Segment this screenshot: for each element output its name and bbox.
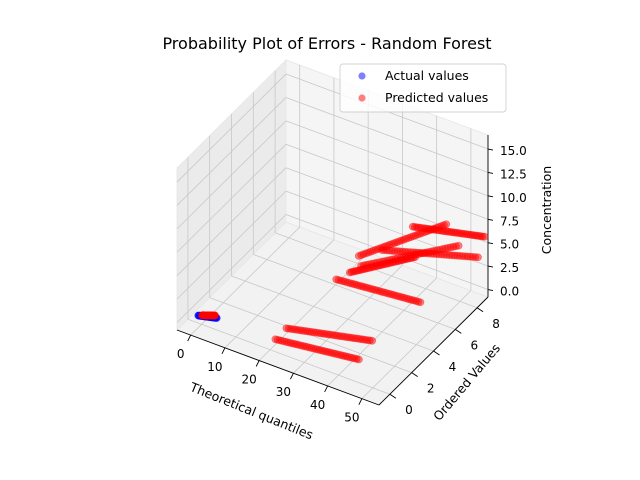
z-tick-mark bbox=[487, 265, 494, 268]
grid-y-floor bbox=[274, 232, 478, 309]
z-axis-label: Concentration bbox=[539, 166, 554, 254]
y-tick-mark bbox=[455, 329, 462, 334]
legend: Actual values Predicted values bbox=[339, 63, 507, 113]
z-tick-mark bbox=[487, 242, 494, 245]
x-tick-label: 0 bbox=[177, 347, 185, 361]
data-point bbox=[442, 220, 451, 229]
legend-box bbox=[339, 63, 507, 113]
data-point bbox=[411, 253, 420, 261]
y-tick-mark bbox=[411, 372, 418, 377]
y-tick-mark bbox=[433, 350, 440, 356]
y-axis-label: Ordered Values bbox=[430, 341, 503, 424]
grid-y-floor bbox=[187, 318, 391, 395]
x-tick-mark bbox=[255, 360, 260, 367]
data-point bbox=[416, 298, 425, 307]
x-tick-label: 20 bbox=[242, 373, 257, 387]
x-tick-label: 50 bbox=[344, 411, 359, 425]
data-points bbox=[194, 220, 489, 364]
y-tick-mark bbox=[476, 307, 484, 313]
z-tick-label: 15.0 bbox=[500, 144, 527, 158]
grid-z-left bbox=[176, 73, 287, 183]
legend-label-predicted: Predicted values bbox=[385, 90, 488, 105]
grid-z-left bbox=[176, 167, 287, 276]
grid-z-left bbox=[176, 143, 287, 253]
y-tick-label: 2 bbox=[427, 382, 435, 396]
data-point bbox=[368, 336, 377, 345]
data-point bbox=[480, 232, 489, 241]
z-tick-label: 5.0 bbox=[500, 238, 519, 252]
y-tick-label: 6 bbox=[470, 338, 478, 352]
x-tick-label: 30 bbox=[276, 385, 291, 399]
data-point bbox=[211, 311, 219, 320]
axis-lines bbox=[176, 135, 494, 406]
x-tick-mark bbox=[290, 373, 294, 380]
z-tick-mark bbox=[487, 218, 494, 221]
x-axis-line bbox=[176, 329, 380, 406]
x-tick-mark bbox=[358, 398, 363, 405]
z-tick-mark bbox=[487, 148, 494, 151]
x-tick-mark bbox=[324, 385, 329, 393]
y-tick-mark bbox=[389, 393, 397, 399]
x-tick-label: 10 bbox=[207, 360, 222, 374]
z-tick-label: 0.0 bbox=[500, 285, 519, 299]
y-tick-label: 8 bbox=[492, 317, 500, 331]
data-point bbox=[354, 355, 363, 364]
legend-marker-predicted bbox=[358, 94, 366, 102]
grid-z-left bbox=[176, 97, 287, 206]
y-tick-label: 4 bbox=[449, 360, 457, 374]
z-tick-label: 7.5 bbox=[500, 214, 519, 228]
grid-z-left bbox=[176, 214, 287, 323]
z-tick-label: 2.5 bbox=[500, 261, 519, 275]
grid-y-floor bbox=[253, 254, 456, 330]
z-tick-mark bbox=[487, 195, 494, 198]
z-tick-mark bbox=[487, 172, 494, 174]
chart-title: Probability Plot of Errors - Random Fore… bbox=[162, 34, 491, 53]
x-tick-mark bbox=[221, 347, 226, 354]
legend-label-actual: Actual values bbox=[385, 68, 469, 83]
data-point bbox=[474, 253, 482, 262]
grid-z-back bbox=[285, 143, 489, 220]
grid-y-floor bbox=[231, 275, 434, 352]
legend-marker-actual bbox=[358, 72, 366, 80]
x-tick-label: 40 bbox=[310, 398, 325, 412]
data-point bbox=[454, 241, 463, 250]
series-predicted-values bbox=[198, 220, 489, 364]
z-tick-label: 10.0 bbox=[500, 191, 527, 205]
y-tick-label: 0 bbox=[405, 403, 413, 417]
grid-z-left bbox=[176, 120, 287, 230]
grid-z-left bbox=[176, 190, 287, 300]
z-tick-label: 12.5 bbox=[500, 167, 527, 181]
z-tick-mark bbox=[487, 289, 494, 291]
x-tick-mark bbox=[187, 334, 192, 342]
x-axis-label: Theoretical quantiles bbox=[187, 379, 315, 442]
grid-z-back bbox=[285, 120, 489, 197]
grid-z-back bbox=[285, 97, 489, 173]
